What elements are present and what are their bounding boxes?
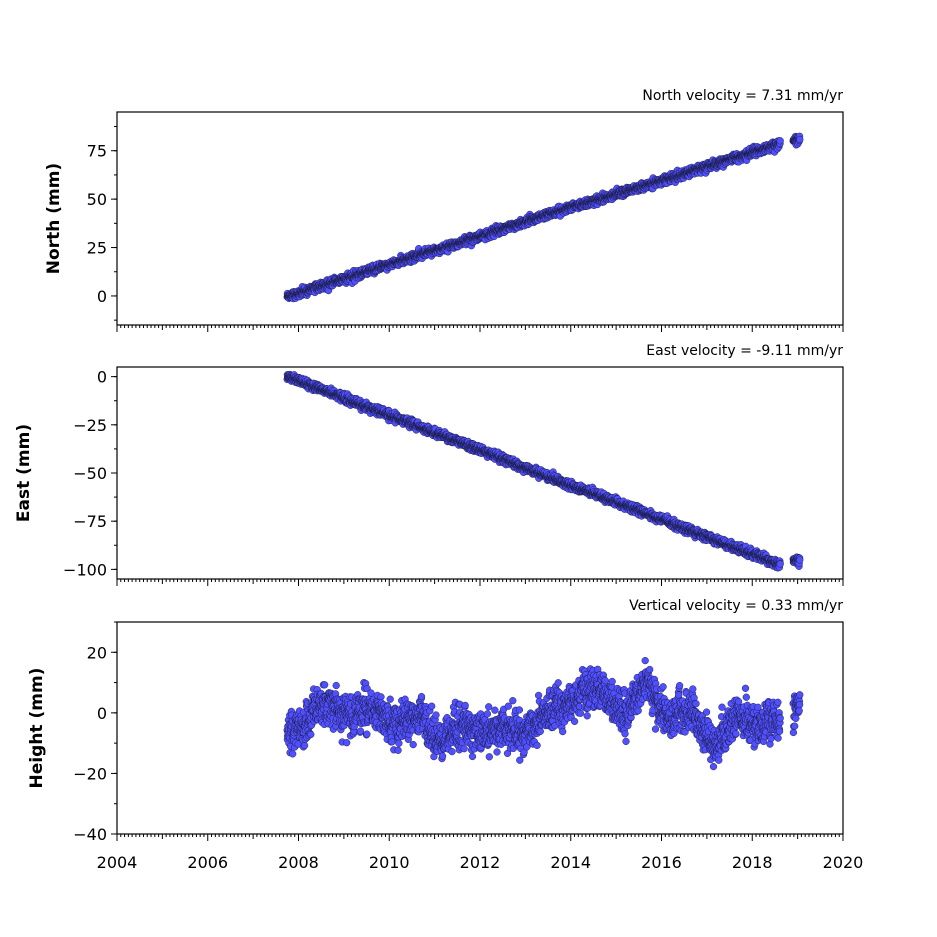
y-tick-label: 75	[87, 142, 107, 161]
y-tick-label: 0	[97, 368, 107, 387]
data-point	[796, 556, 804, 564]
y-tick-label: 0	[97, 287, 107, 306]
north-y-ticks: 0 25 50 75	[87, 126, 117, 321]
data-point	[796, 135, 804, 144]
east-x-ticks	[116, 579, 844, 586]
data-point	[776, 560, 784, 568]
y-tick-label: −75	[73, 512, 107, 531]
north-axes-frame	[116, 111, 844, 326]
east-panel: 0−25−50−75−100 East velocity = -9.11 mm/…	[14, 343, 844, 586]
data-point	[776, 137, 784, 145]
y-tick-label: −25	[73, 416, 107, 435]
y-tick-label: 50	[87, 190, 107, 209]
north-y-axis-label: North (mm)	[44, 163, 64, 274]
east-points	[283, 370, 804, 572]
east-y-ticks: 0 −25 −50 −75 −100	[63, 368, 117, 579]
north-x-ticks	[116, 325, 844, 332]
north-velocity-title: North velocity = 7.31 mm/yr	[642, 88, 843, 104]
y-tick-label: −50	[73, 464, 107, 483]
y-tick-label: −100	[63, 560, 107, 579]
north-points	[283, 132, 804, 303]
north-panel: 0 25 50 75 North velocity = 7.31 mm/yr Nort…	[44, 88, 844, 332]
y-tick-label: 25	[87, 239, 107, 258]
